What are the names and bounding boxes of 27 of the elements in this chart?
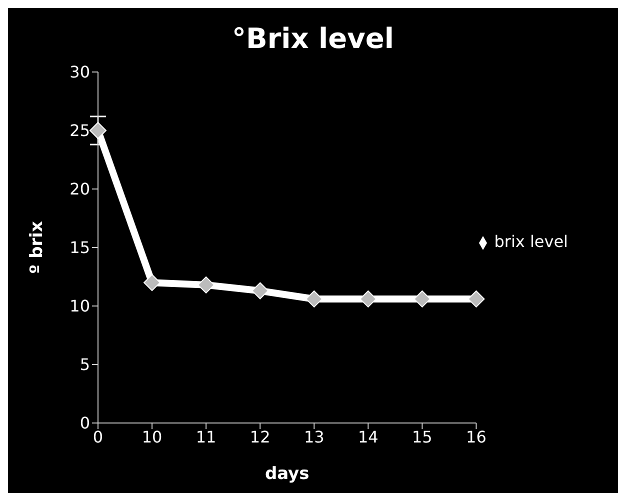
y-tick-label: 10 (70, 296, 90, 316)
point (90, 122, 106, 139)
x-tick-label: 15 (412, 427, 432, 446)
x-tick-label: 0 (92, 427, 104, 446)
x-tick-label: 14 (358, 427, 378, 446)
point (306, 290, 323, 308)
point (144, 274, 161, 292)
point (252, 282, 269, 300)
x-tick-label: 12 (250, 427, 270, 446)
y-tick-label: 0 (80, 414, 90, 433)
y-tick-label: 5 (80, 355, 90, 374)
x-axis-title: days (264, 464, 310, 484)
x-tick-label: 16 (466, 427, 486, 446)
point (360, 290, 377, 308)
y-tick-label: 25 (70, 121, 90, 140)
y-tick-label: 20 (70, 180, 90, 199)
point (468, 290, 485, 308)
x-tick-label: 10 (142, 427, 162, 446)
x-tick-label: 13 (304, 427, 324, 446)
y-axis-title: º brix (27, 221, 48, 274)
y-tick-label: 30 (70, 62, 90, 82)
x-tick-label: 11 (196, 427, 216, 446)
point (198, 276, 215, 294)
y-tick-label: 15 (70, 238, 90, 258)
point (414, 290, 431, 308)
chart-title: °Brix level (231, 21, 395, 57)
legend-label: brix level (494, 232, 568, 251)
